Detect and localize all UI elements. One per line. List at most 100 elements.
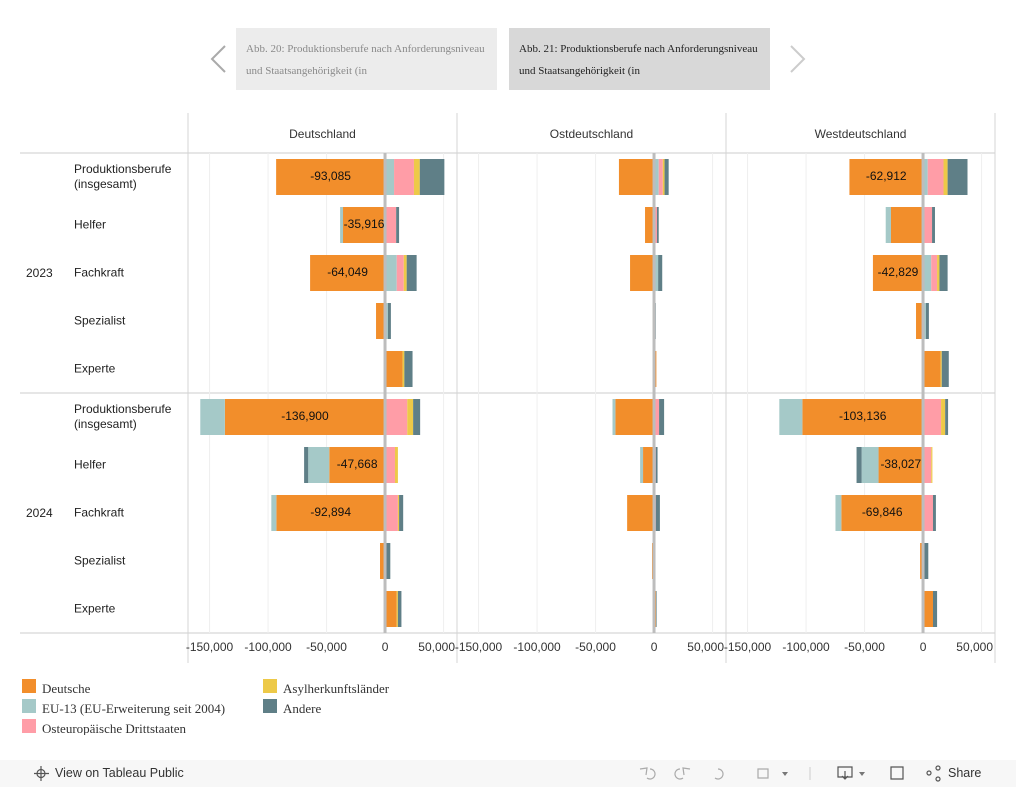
category-label: Helfer — [74, 217, 107, 232]
panel-title: Ostdeutschland — [550, 127, 633, 141]
bar-segment — [655, 495, 660, 531]
x-tick-label: 50,000 — [687, 640, 724, 654]
legend-swatch — [263, 679, 277, 693]
bar-segment — [932, 495, 936, 531]
bar-segment — [407, 399, 414, 435]
bar-segment — [612, 399, 616, 435]
redo-icon[interactable] — [674, 767, 691, 780]
legend-item: Andere — [263, 699, 321, 719]
data-label: -38,027 — [880, 457, 921, 471]
bar-segment — [802, 399, 924, 435]
x-tick-label: -100,000 — [782, 640, 830, 654]
bar-segment — [932, 207, 935, 243]
bar-segment — [304, 447, 309, 483]
bar-segment — [387, 303, 391, 339]
x-tick-label: -50,000 — [306, 640, 347, 654]
revert-icon[interactable] — [714, 768, 724, 780]
bar-segment — [385, 351, 403, 387]
bar-segment — [276, 159, 386, 195]
x-tick-label: -150,000 — [724, 640, 772, 654]
bar-segment — [927, 159, 944, 195]
bar-segment — [200, 399, 225, 435]
share-icon[interactable] — [935, 776, 941, 782]
bar-segment — [658, 159, 663, 195]
x-tick-label: -150,000 — [186, 640, 234, 654]
chart: Deutschland -150,000 -100,000 -50,000 0 50,00… — [20, 45, 996, 663]
bar-segment — [943, 159, 948, 195]
category-label: Experte — [74, 361, 116, 376]
bar-segment — [308, 447, 330, 483]
bar-segment — [224, 399, 386, 435]
bar-segment — [931, 447, 933, 483]
bar-segment — [640, 447, 644, 483]
next-arrow[interactable] — [790, 45, 806, 73]
bar-segment — [396, 207, 400, 243]
bar-segment — [937, 255, 940, 291]
legend-label: EU-13 (EU-Erweiterung seit 2004) — [42, 701, 226, 716]
data-label: -42,829 — [878, 265, 919, 279]
refresh-icon[interactable] — [757, 768, 769, 779]
bar-segment — [664, 159, 669, 195]
bar-segment — [654, 399, 660, 435]
x-tick-label: -50,000 — [844, 640, 885, 654]
fullscreen-icon[interactable] — [890, 766, 904, 780]
legend-swatch — [263, 699, 277, 713]
bar-segment — [659, 399, 665, 435]
share-icon[interactable] — [935, 765, 941, 771]
bar-segment — [945, 399, 949, 435]
bar-segment — [656, 591, 657, 627]
footer-icons — [34, 765, 941, 782]
bar-segment — [329, 447, 386, 483]
undo-icon[interactable] — [639, 767, 656, 780]
data-label: -64,049 — [327, 265, 368, 279]
bar-segment — [654, 255, 659, 291]
bar-segment — [924, 543, 929, 579]
x-tick-label: 50,000 — [956, 640, 993, 654]
legend-swatch — [22, 719, 36, 733]
panel-title: Deutschland — [289, 127, 356, 141]
bar-segment — [923, 255, 932, 291]
category-label: Experte — [74, 601, 116, 616]
bar-segment — [630, 255, 655, 291]
bar-segment — [376, 303, 386, 339]
legend-label: Andere — [283, 701, 322, 716]
category-label: Fachkraft — [74, 505, 125, 520]
nav-tab[interactable]: Abb. 21: Produktionsberufe nach Anforder… — [509, 28, 770, 90]
bar-segment — [340, 207, 344, 243]
prev-arrow[interactable] — [210, 45, 226, 73]
bar-segment — [643, 447, 655, 483]
bar-segment — [925, 303, 929, 339]
category-label: Spezialist — [74, 313, 126, 328]
legend-item: EU-13 (EU-Erweiterung seit 2004) — [22, 699, 225, 719]
x-tick-label: -100,000 — [513, 640, 561, 654]
x-tick-label: 50,000 — [418, 640, 455, 654]
bar-segment — [890, 207, 924, 243]
bar-segment — [380, 543, 386, 579]
x-tick-label: -50,000 — [575, 640, 616, 654]
bar-segment — [849, 159, 924, 195]
legend-swatch — [22, 699, 36, 713]
bar-segment — [923, 351, 941, 387]
bar-segment — [343, 207, 386, 243]
bar-segment — [394, 159, 414, 195]
legend-label: Asylherkunftsländer — [283, 681, 390, 696]
bar-segment — [923, 207, 933, 243]
legend-item: Osteuropäische Drittstaaten — [22, 719, 186, 735]
data-label: -136,900 — [281, 409, 329, 423]
footer-link[interactable]: View on Tableau Public — [55, 766, 184, 780]
legend: Deutsche EU-13 (EU-Erweiterung seit 2004)… — [22, 675, 442, 735]
nav-tab[interactable]: Abb. 20: Produktionsberufe nach Anforder… — [236, 28, 497, 90]
download-icon[interactable] — [837, 766, 853, 780]
share-icon[interactable] — [926, 770, 932, 776]
bar-segment — [923, 399, 942, 435]
bar-segment — [654, 159, 659, 195]
bar-segment — [932, 591, 938, 627]
bar-segment — [947, 159, 968, 195]
x-tick-label: 0 — [382, 640, 389, 654]
bar-segment — [841, 495, 924, 531]
bar-segment — [396, 255, 404, 291]
bar-segment — [385, 495, 398, 531]
bar-segment — [872, 255, 924, 291]
category-label: Spezialist — [74, 553, 126, 568]
share-button[interactable]: Share — [948, 766, 982, 780]
